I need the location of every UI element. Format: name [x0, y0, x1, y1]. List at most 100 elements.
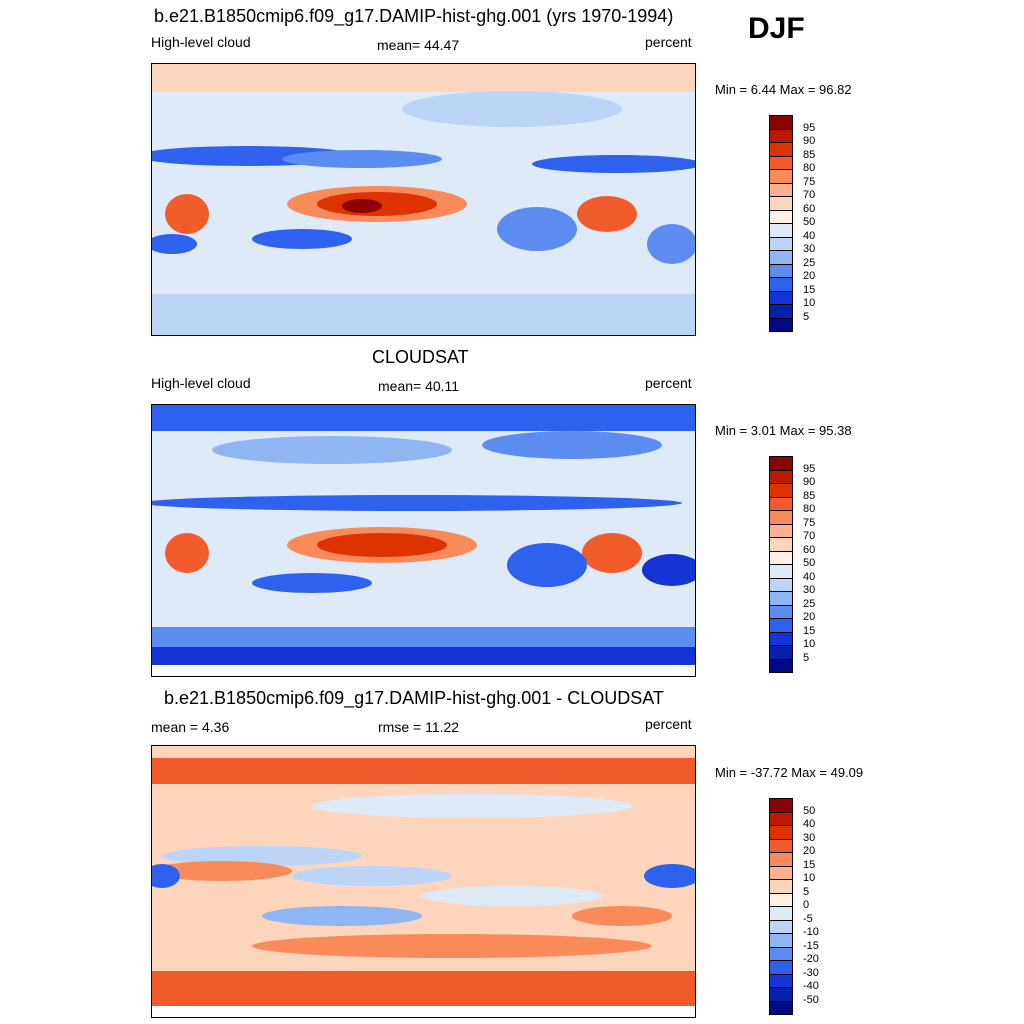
- colorbar-swatch: [770, 839, 792, 853]
- colorbar-tick-label: 90: [803, 135, 816, 147]
- colorbar-swatch: [770, 907, 792, 921]
- colorbar-tick-label: 25: [803, 256, 816, 269]
- colorbar-tick-label: 5: [803, 651, 810, 664]
- colorbar-swatch: [770, 197, 792, 211]
- panel-1-variable-label: High-level cloud: [151, 34, 251, 50]
- colorbar-swatches: [769, 456, 793, 673]
- colorbar-tick-label: 70: [803, 530, 816, 542]
- colorbar-swatch: [770, 129, 792, 143]
- colorbar-swatch: [770, 619, 792, 633]
- colorbar-tick-label: 5: [803, 310, 810, 323]
- colorbar-tick-label: 30: [803, 243, 816, 255]
- colorbar-tick-label: 15: [803, 858, 816, 871]
- colorbar-tick-label: 85: [803, 148, 816, 161]
- colorbar-swatch: [770, 961, 792, 975]
- colorbar-swatch: [770, 893, 792, 907]
- colorbar-swatch: [770, 318, 792, 332]
- colorbar-tick-label: 25: [803, 597, 816, 610]
- colorbar-tick-label: 10: [803, 872, 816, 884]
- colorbar-tick-label: -15: [803, 939, 819, 952]
- colorbar-swatch: [770, 826, 792, 840]
- panel-1-mean-label: mean= 44.47: [377, 37, 460, 53]
- colorbar-swatch: [770, 592, 792, 606]
- panel-1-units-label: percent: [645, 34, 692, 50]
- colorbar-swatch: [770, 183, 792, 197]
- panel-3-map-canvas: [152, 746, 695, 1017]
- colorbar-swatch: [770, 866, 792, 880]
- panel-3-title: b.e21.B1850cmip6.f09_g17.DAMIP-hist-ghg.…: [164, 688, 664, 708]
- colorbar-swatch: [770, 170, 792, 184]
- panel-1-map: [151, 63, 696, 336]
- colorbar-swatch: [770, 264, 792, 278]
- colorbar-tick-label: 15: [803, 283, 816, 296]
- colorbar-swatch: [770, 551, 792, 565]
- colorbar-tick-label: 80: [803, 503, 816, 515]
- panel-1-map-canvas: [152, 64, 695, 335]
- colorbar-swatch: [770, 278, 792, 292]
- colorbar-tick-label: 60: [803, 543, 816, 556]
- colorbar-tick-label: 15: [803, 624, 816, 637]
- colorbar-swatch: [770, 497, 792, 511]
- colorbar-swatch: [770, 156, 792, 170]
- colorbar-swatch: [770, 470, 792, 484]
- colorbar-swatch: [770, 853, 792, 867]
- panel-3-units-label: percent: [645, 716, 692, 732]
- colorbar-swatch: [770, 457, 792, 471]
- panel-3-rmse-label: rmse = 11.22: [378, 719, 460, 735]
- colorbar-tick-label: 40: [803, 229, 816, 242]
- colorbar-tick-label: 95: [803, 462, 816, 475]
- colorbar-tick-label: 40: [803, 570, 816, 583]
- colorbar-tick-label: -20: [803, 953, 819, 965]
- colorbar-tick-label: 75: [803, 516, 816, 529]
- colorbar-tick-label: 70: [803, 189, 816, 201]
- colorbar-tick-label: 90: [803, 476, 816, 488]
- season-label: DJF: [748, 12, 805, 45]
- colorbar-tick-label: -50: [803, 993, 819, 1006]
- colorbar-swatches: [769, 798, 793, 1015]
- colorbar-tick-label: 30: [803, 584, 816, 596]
- panel-3-mean-label: mean = 4.36: [151, 719, 230, 735]
- colorbar-tick-label: 40: [803, 818, 816, 830]
- colorbar-swatch: [770, 934, 792, 948]
- panel-2-mean-label: mean= 40.11: [378, 378, 460, 394]
- colorbar-swatch: [770, 799, 792, 813]
- panel-2-units-label: percent: [645, 375, 692, 391]
- colorbar-tick-label: -5: [803, 912, 813, 925]
- colorbar-swatch: [770, 565, 792, 579]
- colorbar-tick-label: 10: [803, 297, 816, 309]
- colorbar-tick-label: 20: [803, 270, 816, 282]
- colorbar-swatch: [770, 646, 792, 660]
- colorbar-tick-label: 95: [803, 121, 816, 134]
- colorbar-tick-label: 60: [803, 202, 816, 215]
- colorbar-tick-label: 50: [803, 804, 816, 817]
- panel-1-title: b.e21.B1850cmip6.f09_g17.DAMIP-hist-ghg.…: [154, 6, 674, 26]
- colorbar-swatch: [770, 578, 792, 592]
- panel-1-minmax: Min = 6.44 Max = 96.82: [715, 82, 852, 97]
- colorbar-swatch: [770, 305, 792, 319]
- colorbar-swatch: [770, 1001, 792, 1015]
- panel-2-map: [151, 404, 696, 677]
- colorbar-swatch: [770, 224, 792, 238]
- colorbar-tick-label: 5: [803, 885, 810, 898]
- colorbar-tick-label: 80: [803, 162, 816, 174]
- panel-2-minmax: Min = 3.01 Max = 95.38: [715, 423, 852, 438]
- colorbar-tick-label: -30: [803, 966, 819, 979]
- colorbar-swatch: [770, 143, 792, 157]
- colorbar-swatch: [770, 524, 792, 538]
- colorbar-swatch: [770, 605, 792, 619]
- colorbar-swatch: [770, 291, 792, 305]
- colorbar-swatch: [770, 812, 792, 826]
- colorbar-swatch: [770, 988, 792, 1002]
- panel-3-minmax: Min = -37.72 Max = 49.09: [715, 765, 864, 780]
- colorbar-tick-label: 50: [803, 216, 816, 228]
- colorbar-swatch: [770, 237, 792, 251]
- colorbar-tick-label: -40: [803, 980, 819, 992]
- colorbar-swatch: [770, 210, 792, 224]
- colorbar-tick-label: 20: [803, 611, 816, 623]
- colorbar-swatch: [770, 920, 792, 934]
- panel-2-map-canvas: [152, 405, 695, 676]
- colorbar-swatch: [770, 116, 792, 130]
- colorbar-swatch: [770, 251, 792, 265]
- panel-2-title: CLOUDSAT: [372, 347, 469, 367]
- colorbar-swatches: [769, 115, 793, 332]
